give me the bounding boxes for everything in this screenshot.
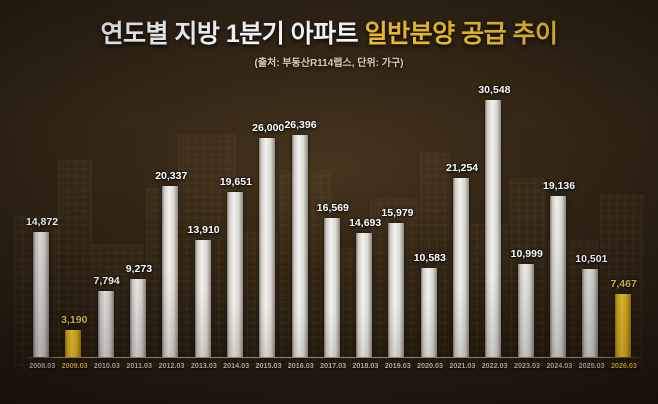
bar-value-label: 19,651 [219, 175, 252, 188]
x-axis-tick-2018.03: 2018.03 [352, 361, 379, 370]
bar-2026.03[interactable] [614, 294, 631, 357]
bar-value-label: 30,548 [478, 84, 511, 96]
bar-2016.03[interactable] [291, 134, 308, 357]
bar-value-label: 16,569 [316, 201, 349, 214]
bar-2023.03[interactable] [517, 264, 534, 357]
x-axis-tick-2014.03: 2014.03 [223, 361, 250, 370]
x-axis-tick-2019.03: 2019.03 [384, 361, 411, 370]
bar-value-label: 19,136 [542, 180, 576, 193]
x-axis-tick-2025.03: 2025.03 [578, 361, 605, 370]
bar-value-label: 10,501 [575, 252, 608, 265]
bar-value-label: 10,583 [413, 251, 446, 264]
bar-value-label: 7,467 [610, 278, 637, 291]
bar-value-label: 13,910 [187, 223, 220, 236]
chart-source-note: (출처: 부동산R114랩스, 단위: 가구) [254, 58, 404, 69]
x-axis-tick-2017.03: 2017.03 [320, 361, 347, 370]
bar-value-label: 10,999 [510, 248, 543, 261]
bar-value-label: 14,872 [25, 215, 59, 228]
bar-2021.03[interactable] [453, 178, 470, 357]
bar-2014.03[interactable] [226, 191, 243, 357]
bar-group: 19,651 [220, 72, 252, 357]
bar-group: 20,337 [155, 72, 187, 357]
x-axis-tick-2009.03: 2009.03 [61, 361, 88, 370]
bar-group: 19,136 [543, 72, 575, 357]
bar-2009.03[interactable] [65, 330, 82, 357]
bar-group: 3,190 [58, 72, 90, 357]
bar-value-label: 26,396 [284, 118, 317, 131]
x-axis-tick-2022.03: 2022.03 [481, 361, 508, 370]
bar-group: 21,254 [446, 72, 478, 357]
bar-group: 10,999 [511, 72, 543, 357]
x-axis-labels: 2008.03 2009.03 2010.03 2011.03 2012.03 2013.… [26, 361, 640, 375]
bar-group: 7,467 [608, 72, 640, 357]
bar-2025.03[interactable] [582, 268, 599, 357]
bar-group: 14,693 [349, 72, 381, 357]
bar-value-label: 15,979 [381, 206, 414, 219]
bar-group: 15,979 [381, 72, 414, 357]
x-axis-tick-2024.03: 2024.03 [546, 361, 573, 370]
bar-group: 7,794 [91, 72, 123, 357]
x-axis-tick-2015.03: 2015.03 [255, 361, 282, 370]
bar-2012.03[interactable] [162, 185, 179, 357]
x-axis-tick-2010.03: 2010.03 [93, 361, 120, 370]
bar-2020.03[interactable] [420, 267, 437, 357]
bar-value-label: 3,190 [61, 314, 88, 327]
bar-group: 10,501 [575, 72, 607, 357]
x-axis-tick-2026.03: 2026.03 [610, 361, 637, 370]
bar-group: 26,000 [252, 72, 284, 357]
bar-group: 9,273 [123, 72, 155, 357]
x-axis-tick-2008.03: 2008.03 [29, 361, 56, 370]
bar-2013.03[interactable] [194, 239, 211, 357]
bar-2022.03[interactable] [485, 100, 502, 357]
x-axis-tick-2016.03: 2016.03 [287, 361, 314, 370]
x-axis-tick-2020.03: 2020.03 [417, 361, 444, 370]
x-axis-line [26, 357, 640, 358]
bar-2024.03[interactable] [550, 196, 567, 357]
bar-value-label: 21,254 [446, 162, 479, 175]
bar-value-label: 9,273 [125, 263, 153, 275]
x-axis-tick-2021.03: 2021.03 [449, 361, 476, 370]
page-title: 연도별 지방 1분기 아파트 일반분양 공급 추이 [0, 14, 658, 50]
bar-group: 10,583 [414, 72, 446, 357]
bar-value-label: 14,693 [349, 217, 382, 230]
bar-2015.03[interactable] [259, 138, 276, 357]
bar-value-label: 7,794 [93, 275, 120, 288]
bar-group: 26,396 [284, 72, 317, 357]
bar-group: 30,548 [478, 72, 510, 357]
bar-2019.03[interactable] [388, 222, 405, 357]
bar-2017.03[interactable] [323, 217, 340, 357]
bar-2018.03[interactable] [356, 233, 373, 357]
bar-group: 16,569 [317, 72, 349, 357]
bar-2008.03[interactable] [33, 231, 49, 357]
page-title-primary: 연도별 지방 1분기 아파트 [100, 20, 359, 48]
bar-value-label: 20,337 [155, 169, 188, 182]
bar-2011.03[interactable] [129, 279, 146, 357]
bar-2010.03[interactable] [97, 291, 114, 357]
page-title-highlight: 일반분양 공급 추이 [364, 20, 558, 48]
x-axis-tick-2012.03: 2012.03 [158, 361, 185, 370]
x-axis-tick-2013.03: 2013.03 [190, 361, 217, 370]
bar-group: 13,910 [188, 72, 220, 357]
x-axis-tick-2011.03: 2011.03 [126, 361, 152, 370]
bar-value-label: 26,000 [252, 122, 285, 135]
bar-group: 14,872 [26, 72, 58, 357]
x-axis-tick-2023.03: 2023.03 [514, 361, 540, 370]
bar-plot-area: 14,872 3,190 7,794 9,273 20,337 13,910 19,651 2… [26, 72, 640, 357]
